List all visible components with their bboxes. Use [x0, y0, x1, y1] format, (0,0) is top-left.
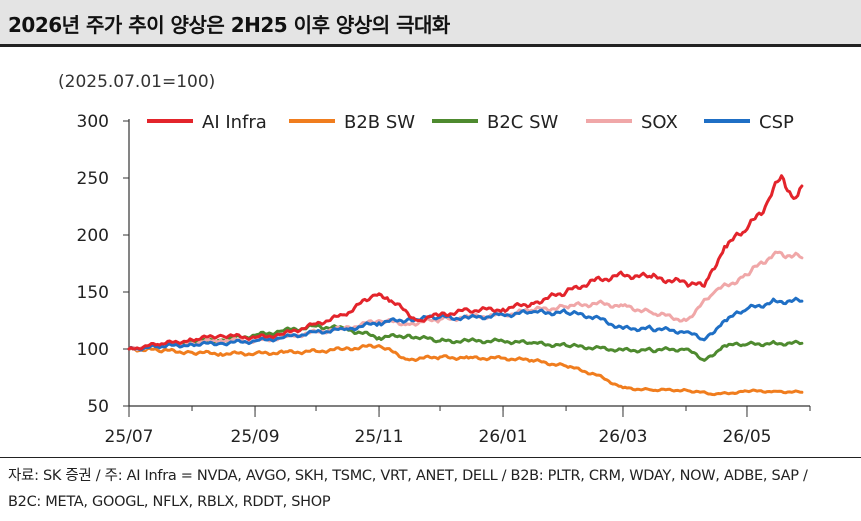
legend-label-sox: SOX [641, 112, 678, 133]
legend-label-csp: CSP [759, 112, 794, 133]
legend-label-b2c-sw: B2C SW [487, 112, 559, 133]
x-tick-label: 25/11 [355, 427, 404, 447]
series-line-csp [127, 296, 804, 352]
legend-label-ai-infra: AI Infra [202, 112, 267, 133]
y-tick-label: 200 [77, 226, 109, 246]
source-note: 자료: SK 증권 / 주: AI Infra = NVDA, AVGO, SK… [8, 463, 853, 515]
title-bar: 2026년 주가 추이 양상은 2H25 이후 양상의 극대화 [0, 0, 861, 47]
source-line-1: 자료: SK 증권 / 주: AI Infra = NVDA, AVGO, SK… [8, 468, 808, 484]
x-tick-label: 25/09 [231, 427, 280, 447]
x-tick-label: 25/07 [105, 427, 154, 447]
series-line-b2b-sw [127, 343, 804, 397]
y-tick-label: 50 [87, 397, 109, 417]
series-line-ai-infra [127, 174, 804, 351]
y-tick-label: 250 [77, 169, 109, 189]
line-chart: 300 250 200 150 100 50 25/07 25/09 25/11 26/01 26/… [77, 112, 811, 447]
footer-divider [0, 457, 861, 458]
source-line-2: B2C: META, GOOGL, NFLX, RBLX, RDDT, SHOP [8, 494, 331, 510]
legend-label-b2b-sw: B2B SW [344, 112, 415, 133]
x-tick-label: 26/01 [479, 427, 528, 447]
x-tick-label: 26/03 [598, 427, 647, 447]
y-tick-label: 300 [77, 112, 109, 132]
unit-label: (2025.07.01=100) [58, 72, 216, 92]
page-title: 2026년 주가 추이 양상은 2H25 이후 양상의 극대화 [8, 13, 450, 37]
y-tick-label: 100 [77, 340, 109, 360]
y-tick-label: 150 [77, 283, 109, 303]
x-tick-label: 26/05 [722, 427, 771, 447]
